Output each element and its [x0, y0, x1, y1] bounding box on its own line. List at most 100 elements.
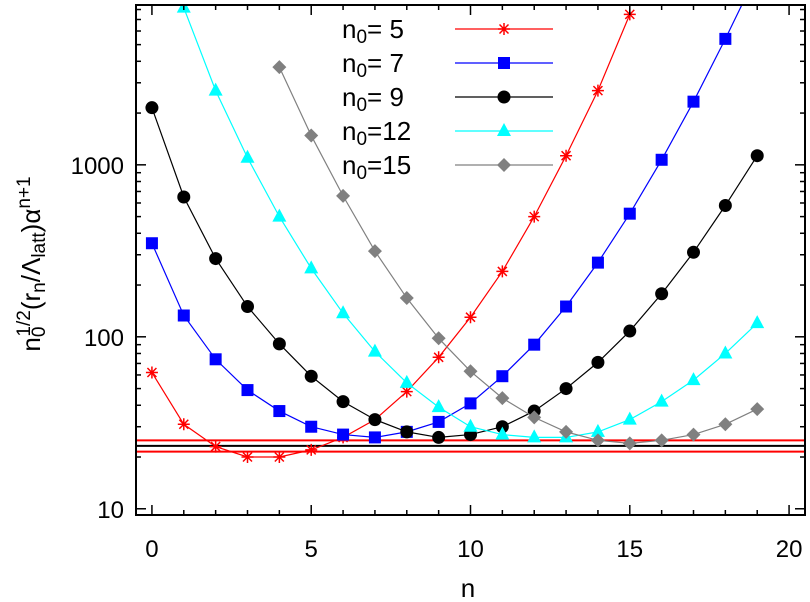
data-point-series-4	[527, 429, 542, 443]
data-point-series-1	[209, 440, 222, 453]
x-axis-label: n	[461, 573, 475, 602]
data-point-series-5	[272, 60, 287, 75]
data-point-series-1	[400, 385, 413, 398]
data-point-series-1	[241, 451, 254, 464]
legend-label: n0=15	[342, 150, 411, 184]
data-point-series-2	[496, 370, 509, 383]
data-point-series-2	[623, 207, 636, 220]
x-tick-label: 10	[457, 536, 484, 563]
data-point-series-1	[496, 265, 509, 278]
data-point-series-5	[336, 188, 351, 203]
data-point-legend	[498, 57, 510, 69]
data-point-series-5	[590, 433, 605, 448]
tick-labels: 0 5 10 15 20 10 100 1000	[71, 153, 803, 563]
data-point-series-2	[241, 384, 254, 397]
data-point-series-3	[368, 413, 382, 427]
data-point-series-3	[209, 252, 223, 266]
data-point-series-2	[464, 397, 477, 410]
data-point-series-4	[208, 82, 223, 96]
series-layer	[145, 5, 765, 464]
data-point-series-3	[655, 287, 669, 301]
data-point-series-4	[590, 423, 605, 437]
data-point-series-2	[560, 300, 573, 313]
data-point-series-4	[272, 208, 287, 222]
data-point-series-4	[750, 315, 765, 329]
series-2	[145, 5, 743, 444]
data-point-series-5	[367, 244, 382, 259]
data-point-series-5	[622, 436, 637, 451]
data-point-series-4	[367, 343, 382, 357]
data-point-series-1	[528, 210, 541, 223]
data-point-series-2	[337, 428, 350, 441]
x-tick-label: 5	[305, 536, 318, 563]
data-point-series-5	[718, 417, 733, 432]
data-point-series-4	[686, 372, 701, 386]
data-point-series-3	[623, 324, 637, 338]
legend-item: n0=15	[342, 150, 553, 184]
data-point-series-5	[559, 424, 574, 439]
data-point-series-3	[432, 430, 446, 444]
data-point-series-2	[177, 309, 190, 322]
data-point-series-1	[464, 311, 477, 324]
legend-item: n0=12	[342, 116, 553, 150]
data-point-series-2	[305, 420, 318, 433]
data-point-legend	[498, 23, 510, 35]
series-5	[272, 60, 765, 451]
data-point-series-4	[431, 399, 446, 413]
data-point-series-2	[273, 405, 286, 418]
legend-item: n0= 5	[342, 14, 553, 48]
data-point-series-5	[527, 410, 542, 425]
data-point-series-5	[654, 433, 669, 448]
data-point-series-1	[591, 84, 604, 97]
series-3	[145, 101, 764, 444]
data-point-series-2	[368, 431, 381, 444]
series-line	[151, 14, 631, 458]
data-point-series-3	[687, 245, 700, 259]
data-point-series-5	[399, 291, 414, 306]
axis-ticks	[136, 5, 805, 515]
y-tick-label: 1000	[71, 153, 124, 180]
data-point-series-3	[177, 190, 191, 204]
data-point-series-2	[432, 415, 445, 428]
data-point-series-2	[687, 95, 700, 108]
data-point-series-3	[559, 382, 573, 396]
data-point-series-1	[145, 366, 158, 379]
data-point-series-4	[622, 411, 637, 425]
data-point-series-3	[304, 369, 318, 383]
data-point-series-1	[177, 418, 190, 431]
y-tick-label: 100	[84, 325, 124, 352]
data-point-series-3	[750, 149, 764, 163]
y-axis-label: n01/2(rn/Λlatt)αn+1	[14, 176, 50, 351]
x-tick-label: 20	[776, 536, 803, 563]
data-point-series-1	[560, 149, 573, 162]
data-point-series-3	[400, 425, 414, 439]
data-point-series-4	[463, 418, 478, 432]
data-point-series-1	[305, 443, 318, 456]
reference-lines	[136, 439, 805, 453]
data-point-series-1	[432, 351, 445, 364]
series-line	[278, 66, 758, 444]
data-point-series-2	[209, 353, 222, 366]
data-point-legend	[497, 123, 511, 136]
data-point-series-5	[495, 391, 510, 406]
x-tick-label: 0	[145, 536, 158, 563]
data-point-series-1	[273, 451, 286, 464]
data-point-series-5	[463, 364, 478, 379]
legend-item: n0= 7	[342, 48, 553, 82]
data-point-series-5	[304, 128, 319, 143]
data-point-series-4	[240, 149, 255, 163]
data-point-series-3	[336, 395, 350, 409]
data-point-series-5	[431, 331, 446, 346]
legend-label: n0= 9	[342, 82, 404, 116]
data-point-series-4	[304, 260, 319, 274]
legend-label: n0=12	[342, 116, 411, 150]
data-point-series-5	[750, 402, 765, 417]
legend-label: n0= 7	[342, 48, 404, 82]
data-point-series-2	[655, 153, 668, 166]
data-point-legend	[497, 158, 511, 172]
data-point-series-4	[718, 345, 733, 359]
data-point-series-5	[686, 427, 701, 442]
data-point-series-4	[495, 426, 510, 440]
legend-item: n0= 9	[342, 82, 553, 116]
